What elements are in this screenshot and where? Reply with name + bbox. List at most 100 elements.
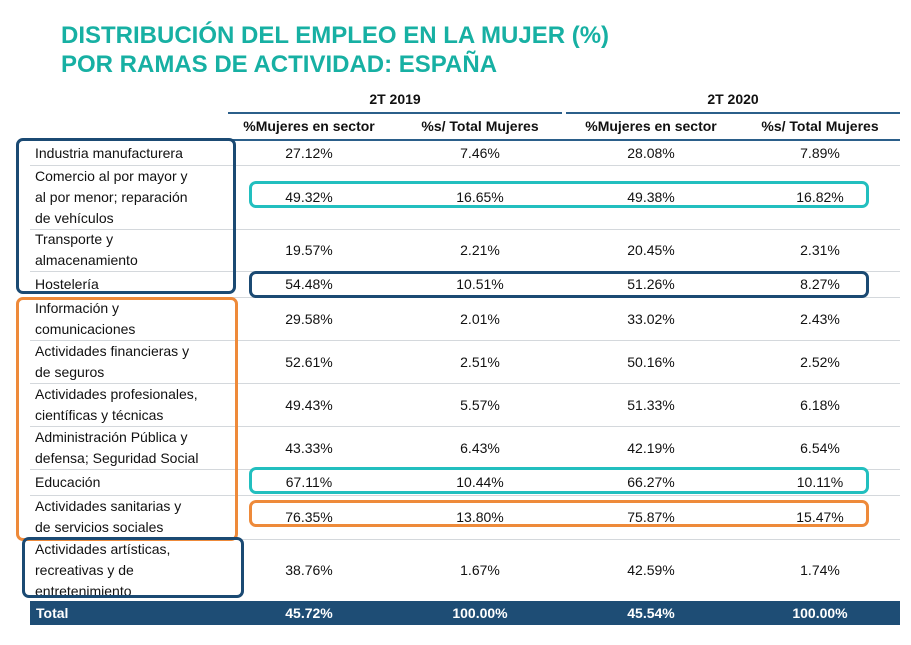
table-row: Administración Pública y defensa; Segurid… [30,426,900,470]
table-cell: 2.43% [800,310,840,327]
table-cell: 6.43% [460,439,500,456]
row-label-line: recreativas y de [35,561,134,578]
header-divider [228,139,900,141]
table-cell: 15.47% [796,509,844,525]
table-row: Actividades artísticas, recreativas y de e… [30,539,900,602]
table-cell: 33.02% [627,310,675,327]
table-cell: 43.33% [285,439,333,456]
row-label: Educación [35,469,225,495]
table-cell: 2.52% [800,353,840,370]
table-cell: 42.19% [627,439,675,456]
table-cell: 8.27% [800,276,840,292]
row-label-line: Hostelería [35,275,99,292]
table-cell: 1.67% [460,562,500,578]
row-label: Actividades financieras y de seguros [35,340,225,383]
table-cell: 50.16% [627,353,675,370]
row-label-line: entretenimiento [35,582,132,599]
table-cell: 16.65% [456,189,504,205]
row-label-line: científicas y técnicas [35,406,164,423]
title-line-1: DISTRIBUCIÓN DEL EMPLEO EN LA MUJER (%) [61,22,610,49]
table-row: Transporte y almacenamiento 19.57% 2.21% 20.… [30,229,900,272]
table-cell: 29.58% [285,310,333,327]
row-label: Actividades sanitarias y de servicios soc… [35,495,225,539]
table-cell: 6.18% [800,396,840,413]
row-label-line: Actividades artísticas, [35,540,171,557]
table-cell: 7.89% [800,145,840,161]
title-line-2: POR RAMAS DE ACTIVIDAD: ESPAÑA [61,51,498,78]
table-cell: 66.27% [627,474,675,490]
column-header: %s/ Total Mujeres [761,118,879,134]
table-cell: 2.21% [460,242,500,258]
table-cell: 2.31% [800,242,840,258]
row-label: Transporte y almacenamiento [35,229,225,271]
table-cell: 54.48% [285,276,333,292]
row-label: Industria manufacturera [35,141,225,165]
table-cell: 28.08% [627,145,675,161]
row-label-line: Actividades sanitarias y [35,498,182,514]
table-cell: 49.43% [285,396,333,413]
table-row: Información y comunicaciones 29.58% 2.01% 33… [30,297,900,341]
table-cell: 76.35% [285,509,333,525]
row-label-line: Comercio al por mayor y [35,167,188,184]
table-cell: 7.46% [460,145,500,161]
table-cell: 10.44% [456,474,504,490]
row-label-line: Transporte y [35,231,114,247]
row-label: Hostelería [35,271,225,297]
table-cell: 10.51% [456,276,504,292]
row-label-line: de seguros [35,363,105,380]
row-label-line: Actividades financieras y [35,342,190,359]
total-cell: 100.00% [452,605,508,621]
row-label-line: de servicios sociales [35,519,164,535]
table-cell: 2.51% [460,353,500,370]
period-divider [566,112,900,114]
total-cell: 45.54% [627,605,675,621]
table-cell: 49.38% [627,189,675,205]
table-cell: 13.80% [456,509,504,525]
row-label-line: comunicaciones [35,320,136,337]
table-row: Hostelería 54.48% 10.51% 51.26% 8.27% [30,271,900,298]
row-label-line: Educación [35,473,101,490]
table-cell: 1.74% [800,562,840,578]
total-row: Total 45.72% 100.00% 45.54% 100.00% [30,601,900,625]
period-header-2020: 2T 2020 [707,91,759,107]
total-label: Total [36,605,69,621]
row-label: Actividades profesionales, científicas y … [35,383,225,426]
column-header: %Mujeres en sector [243,118,375,134]
table-cell: 2.01% [460,310,500,327]
table-cell: 75.87% [627,509,675,525]
period-divider [228,112,562,114]
table-row: Educación 67.11% 10.44% 66.27% 10.11% [30,469,900,496]
column-header: %s/ Total Mujeres [421,118,539,134]
table-cell: 16.82% [796,189,844,205]
table-cell: 51.26% [627,276,675,292]
table-cell: 67.11% [285,474,333,490]
row-label-line: Administración Pública y [35,428,188,445]
table-row: Actividades financieras y de seguros 52.61… [30,340,900,384]
row-label-line: de vehículos [35,209,114,226]
table-cell: 52.61% [285,353,333,370]
row-label: Comercio al por mayor y al por menor; rep… [35,165,225,229]
row-label-line: almacenamiento [35,252,138,268]
table-cell: 51.33% [627,396,675,413]
table-row: Comercio al por mayor y al por menor; rep… [30,165,900,230]
table-cell: 49.32% [285,189,333,205]
period-header-2019: 2T 2019 [369,91,421,107]
row-label-line: al por menor; reparación [35,188,188,205]
table-cell: 5.57% [460,396,500,413]
row-label-line: Actividades profesionales, [35,385,198,402]
row-label: Administración Pública y defensa; Segurid… [35,426,225,469]
table-row: Actividades sanitarias y de servicios soc… [30,495,900,540]
table-cell: 19.57% [285,242,333,258]
table-cell: 10.11% [796,474,844,490]
table-cell: 20.45% [627,242,675,258]
table-row: Industria manufacturera 27.12% 7.46% 28.08%… [30,141,900,166]
page-title: DISTRIBUCIÓN DEL EMPLEO EN LA MUJER (%) … [61,21,609,79]
total-cell: 45.72% [285,605,333,621]
table-cell: 6.54% [800,439,840,456]
row-label: Información y comunicaciones [35,297,225,340]
table-row: Actividades profesionales, científicas y … [30,383,900,427]
table-cell: 38.76% [285,562,333,578]
row-label-line: defensa; Seguridad Social [35,449,199,466]
row-label: Actividades artísticas, recreativas y de e… [35,539,225,601]
table-cell: 42.59% [627,562,675,578]
